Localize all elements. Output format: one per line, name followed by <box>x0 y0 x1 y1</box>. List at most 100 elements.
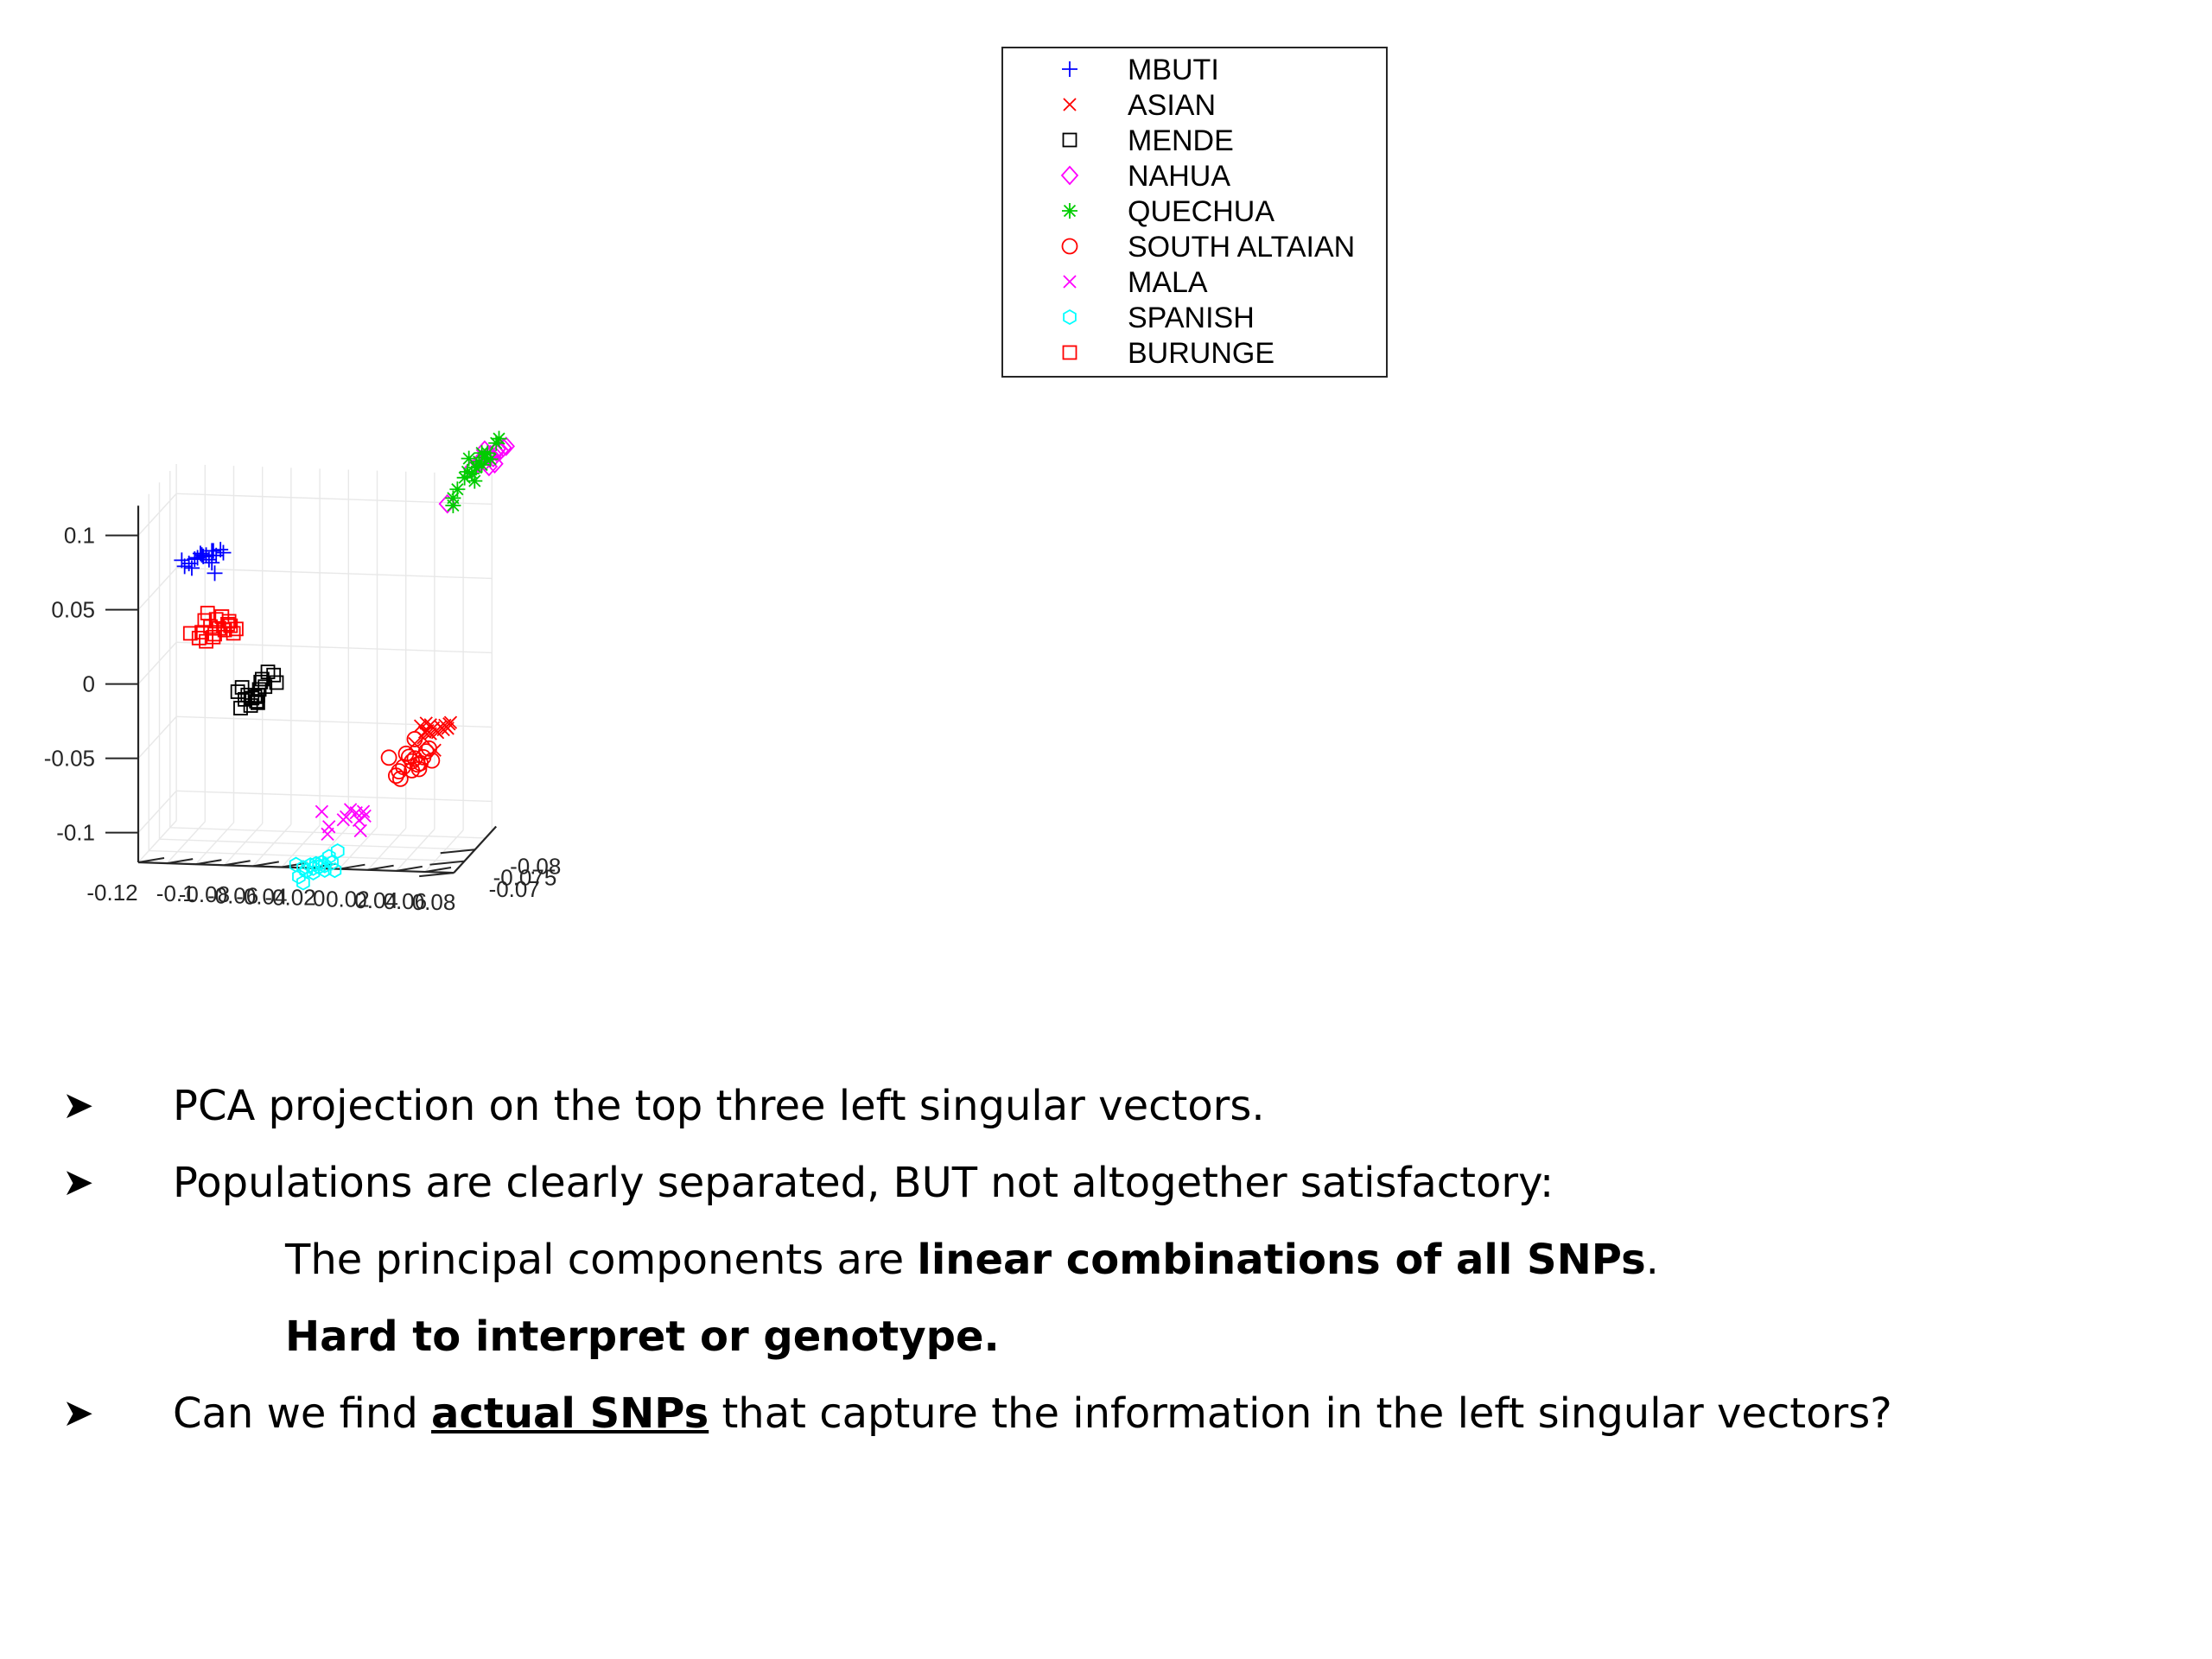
legend-label: SOUTH ALTAIAN <box>1128 231 1355 264</box>
grid-line <box>137 641 177 685</box>
data-point <box>353 823 367 838</box>
data-point <box>467 460 484 476</box>
data-point <box>423 752 441 769</box>
data-point <box>391 763 408 780</box>
data-point <box>330 842 345 860</box>
legend-marker <box>1062 203 1077 219</box>
data-point <box>176 558 193 575</box>
x-tick-mark <box>396 865 423 872</box>
data-point <box>292 868 306 885</box>
bullet-item: ➤ PCA projection on the top three left s… <box>0 1071 2212 1141</box>
data-point <box>380 749 397 766</box>
grid-lines <box>137 463 493 874</box>
arrow-bullet-icon: ➤ <box>62 1391 94 1435</box>
legend-entry: BURUNGE <box>1062 337 1274 370</box>
bullet-item: ➤ Can we find actual SNPs that capture t… <box>0 1379 2212 1448</box>
data-point <box>488 435 505 451</box>
grid-line <box>137 715 177 760</box>
data-point <box>207 565 223 582</box>
sub-bullet-text: The principal components are linear comb… <box>285 1236 1659 1284</box>
series-mala <box>315 803 372 841</box>
series-south-altaian <box>380 731 441 787</box>
series-burunge <box>182 606 244 649</box>
data-point <box>460 464 475 480</box>
x-tick-mark <box>252 861 279 868</box>
y-tick-mark <box>440 849 475 855</box>
bullet-text: Can we find actual SNPs that capture the… <box>173 1389 1892 1438</box>
data-point <box>296 874 310 891</box>
data-point <box>443 715 458 729</box>
x-tick-mark <box>424 867 452 873</box>
data-point <box>474 445 490 461</box>
data-point <box>406 731 423 747</box>
data-point <box>410 760 428 778</box>
legend-entry: MALA <box>1063 266 1208 299</box>
arrow-bullet-icon: ➤ <box>62 1160 94 1205</box>
data-point <box>215 544 232 561</box>
x-tick-mark <box>195 859 222 866</box>
grid-line <box>159 838 475 850</box>
legend-label: QUECHUA <box>1128 195 1274 228</box>
legend-entry: SOUTH ALTAIAN <box>1061 231 1355 264</box>
legend-marker <box>1063 275 1077 289</box>
data-point <box>491 430 507 447</box>
x-tick-label: 0.06 <box>383 888 427 914</box>
grid-line <box>137 567 177 611</box>
data-point <box>183 560 200 576</box>
legend-entry: MBUTI <box>1062 54 1219 86</box>
sub-bullet-text: Hard to interpret or genotype. <box>285 1313 1000 1361</box>
data-point <box>358 809 372 823</box>
grid-line <box>176 641 493 654</box>
data-point <box>200 551 217 568</box>
z-tick-label: 0.1 <box>64 523 95 549</box>
x-tick-label: -0.08 <box>179 881 230 907</box>
y-tick-label: -0.07 <box>489 876 540 902</box>
bullet-item: ➤ Populations are clearly separated, BUT… <box>0 1148 2212 1217</box>
data-point <box>474 456 490 473</box>
series-mende <box>230 664 284 715</box>
data-point <box>233 701 248 715</box>
x-tick-mark <box>281 861 308 868</box>
tick-labels: -0.12 -0.1-0.08-0.06-0.04-0.020 0.020.040.… <box>44 523 562 915</box>
data-point <box>391 770 409 787</box>
grid-line <box>149 849 465 862</box>
z-tick-label: 0 <box>83 671 95 697</box>
grid-line <box>176 493 493 505</box>
z-tick-label: 0.05 <box>51 597 95 623</box>
x-tick-mark <box>167 858 194 865</box>
data-point <box>322 849 336 865</box>
data-point <box>461 450 477 467</box>
data-point <box>174 552 190 569</box>
data-point <box>269 675 284 690</box>
data-point <box>445 498 461 514</box>
data-point <box>226 626 241 641</box>
legend-entry: MENDE <box>1062 124 1234 157</box>
legend-label: MALA <box>1128 266 1208 299</box>
legend-label: MBUTI <box>1128 54 1219 86</box>
data-point <box>221 613 237 629</box>
axes <box>105 505 498 878</box>
legend-entry: NAHUA <box>1060 160 1230 193</box>
x-tick-label: 0.08 <box>412 889 456 915</box>
x-axis-line <box>137 861 454 874</box>
data-point <box>266 667 282 683</box>
legend-label: MENDE <box>1128 124 1234 157</box>
bullet-text: Populations are clearly separated, BUT n… <box>173 1159 1554 1207</box>
data-point <box>387 767 404 785</box>
legend-label: ASIAN <box>1128 89 1216 122</box>
x-tick-label: 0 <box>313 886 325 912</box>
x-tick-label: -0.04 <box>236 883 287 909</box>
legend-marker <box>1062 345 1077 360</box>
y-tick-mark <box>429 860 465 866</box>
legend-entry: SPANISH <box>1063 302 1255 334</box>
data-point <box>456 469 473 486</box>
legend-marker <box>1062 132 1077 148</box>
series-asian <box>408 715 458 757</box>
data-point <box>257 679 273 695</box>
x-tick-mark <box>367 864 394 871</box>
sub-bullet-item: Hard to interpret or genotype. <box>0 1302 2212 1371</box>
legend-marker <box>1063 308 1077 326</box>
x-tick-mark <box>339 863 365 870</box>
legend-label: NAHUA <box>1128 160 1230 193</box>
